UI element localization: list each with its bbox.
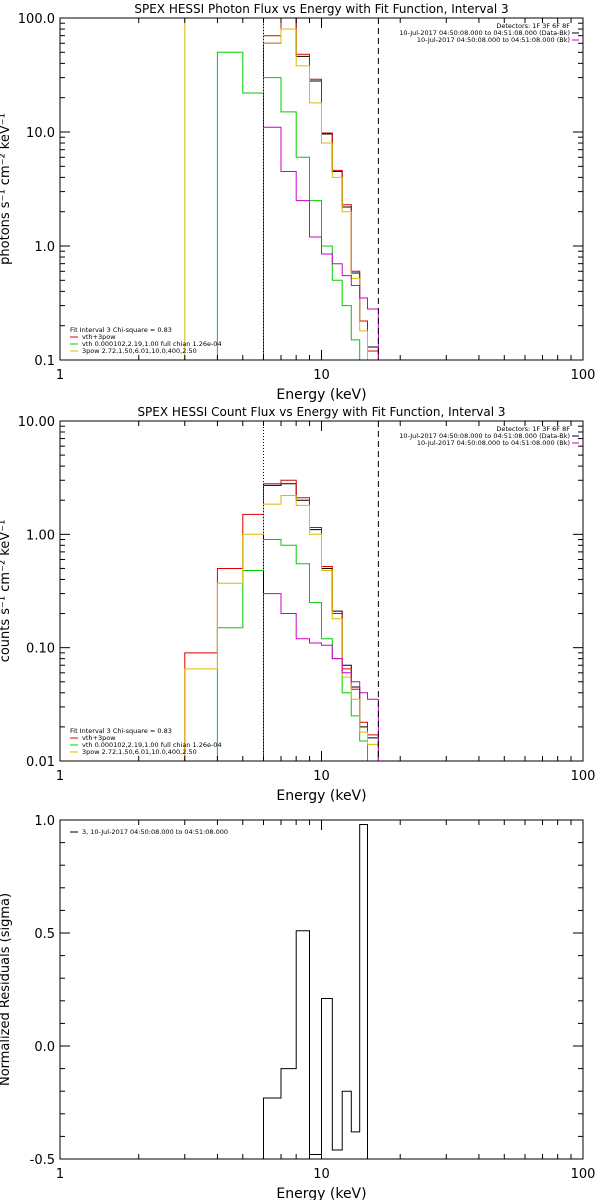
y-tick-label: 1.0 (34, 814, 55, 829)
y-tick-label: 10.00 (18, 415, 55, 430)
y-tick-label: 0.0 (34, 1040, 55, 1055)
x-axis-label: Energy (keV) (276, 387, 366, 403)
legend-left-entry: vth 0.000102,2.19,1.00 full chian 1.26e-… (82, 340, 222, 348)
y-tick-label: 1.0 (34, 240, 55, 255)
y-tick-label: 0.1 (34, 354, 55, 369)
legend-right-entry: 10-Jul-2017 04:50:08.000 to 04:51:08.000… (399, 432, 570, 440)
y-axis-label: counts s⁻¹ cm⁻² keV⁻¹ (0, 520, 13, 663)
series-line-1 (263, 824, 368, 1159)
legend-left-entry: vth+3pow (82, 333, 116, 341)
plot-area (184, 18, 379, 360)
y-tick-label: 0.10 (26, 642, 55, 657)
x-tick-label: 1 (56, 1167, 64, 1182)
series-line-3 (216, 539, 379, 761)
x-tick-label: 1 (56, 368, 64, 383)
legend-left-header: Fit Interval 3 Chi-square = 0.83 (70, 727, 172, 735)
legend-left-entry: 3, 10-Jul-2017 04:50:08.000 to 04:51:08.… (82, 828, 228, 836)
y-tick-label: 100.0 (18, 12, 55, 27)
y-axis-label: photons s⁻¹ cm⁻² keV⁻¹ (0, 113, 13, 265)
chart-1: 1 10 100 Energy (keV) 0.1 1.0 10.0 100.0 photons… (0, 2, 595, 403)
x-tick-label: 10 (313, 368, 330, 383)
y-tick-label: 1.00 (26, 528, 55, 543)
series-line-4 (184, 495, 379, 761)
x-axis-label: Energy (keV) (276, 1186, 366, 1200)
legend-left-entry: 3pow 2.72,1.50,6.01,10.0,400,2.50 (82, 347, 197, 355)
legend-right-entry: 10-Jul-2017 04:50:08.000 to 04:51:08.000… (399, 29, 570, 37)
series-line-1 (263, 483, 379, 761)
series-line-5 (263, 593, 379, 761)
series-line-4 (184, 18, 379, 360)
plot-area (263, 824, 368, 1159)
x-tick-label: 10 (313, 769, 330, 784)
plot-frame (59, 420, 584, 762)
y-tick-label: 0.01 (26, 755, 55, 770)
y-axis-label: Normalized Residuals (sigma) (0, 893, 13, 1086)
y-tick-label: -0.5 (30, 1153, 55, 1168)
chart-title: SPEX HESSI Count Flux vs Energy with Fit… (137, 405, 505, 419)
legend-left-entry: vth 0.000102,2.19,1.00 full chian 1.26e-… (82, 741, 222, 749)
y-tick-label: 10.0 (26, 126, 55, 141)
legend-right-header: Detectors: 1F 3F 6F 8F (496, 425, 570, 433)
x-tick-label: 10 (313, 1167, 330, 1182)
chart-title: SPEX HESSI Photon Flux vs Energy with Fi… (134, 2, 508, 16)
legend-left-entry: 3pow 2.72,1.50,6.01,10.0,400,2.50 (82, 748, 197, 756)
plot-frame (59, 17, 584, 361)
x-tick-label: 1 (56, 769, 64, 784)
series-line-1 (263, 18, 379, 360)
series-line-5 (263, 126, 379, 360)
plot-area (184, 479, 379, 761)
legend-left-entry: vth+3pow (82, 734, 116, 742)
legend-right-entry: 10-Jul-2017 04:50:08.000 to 04:51:08.000… (417, 36, 570, 44)
chart-3: 1 10 100 Energy (keV) -0.5 0.0 0.5 1.0 Normalize… (0, 814, 595, 1200)
legend-right-header: Detectors: 1F 3F 6F 8F (496, 22, 570, 30)
series-line-3 (216, 51, 379, 360)
x-tick-label: 100 (571, 769, 596, 784)
legend-right-entry: 10-Jul-2017 04:50:08.000 to 04:51:08.000… (417, 439, 570, 447)
legend-left-header: Fit Interval 3 Chi-square = 0.83 (70, 326, 172, 334)
x-tick-label: 100 (571, 1167, 596, 1182)
y-tick-label: 0.5 (34, 927, 55, 942)
chart-2: 1 10 100 Energy (keV) 0.01 0.10 1.00 10.00 count… (0, 405, 595, 804)
x-axis-label: Energy (keV) (276, 788, 366, 804)
x-tick-label: 100 (571, 368, 596, 383)
series-line-2 (263, 18, 379, 360)
series-line-2 (184, 479, 379, 761)
